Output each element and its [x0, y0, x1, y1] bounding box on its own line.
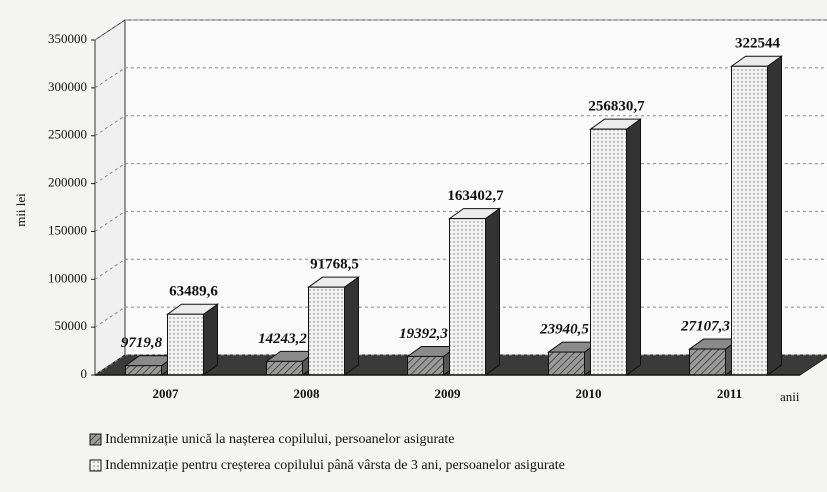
bar [687, 338, 742, 376]
bar [165, 303, 220, 376]
value-label: 322544 [735, 36, 781, 52]
legend-swatch [89, 433, 102, 446]
bar-front [407, 355, 444, 376]
bar-side [203, 303, 218, 376]
legend-swatch [89, 459, 102, 472]
x-tick-label: 2011 [717, 386, 742, 401]
value-label: 91768,5 [310, 257, 359, 273]
side-wall [94, 19, 126, 376]
bar [588, 118, 643, 376]
grid-line [94, 19, 827, 41]
value-label: 9719,8 [121, 335, 163, 351]
value-label: 23940,5 [539, 322, 589, 338]
y-tick-label: 350000 [48, 31, 87, 46]
x-axis-label: anii [780, 389, 800, 404]
bar-front [266, 360, 303, 376]
value-label: 19392,3 [399, 326, 448, 342]
y-tick-label: 100000 [48, 270, 87, 285]
legend-label: Indemnizație unică la nașterea copilului… [105, 432, 454, 447]
bar-front [125, 365, 162, 376]
bar-side [485, 207, 500, 376]
y-tick-label: 300000 [48, 79, 87, 94]
bar [729, 55, 784, 376]
bar-front [548, 351, 585, 376]
bar-side [626, 118, 641, 376]
bar-side [344, 276, 359, 376]
y-axis-label: mii lei [13, 193, 28, 227]
value-label: 27107,3 [680, 318, 730, 334]
bar [447, 207, 502, 376]
y-tick-label: 150000 [48, 222, 87, 237]
bar-front [167, 313, 204, 376]
y-tick-label: 200000 [48, 175, 87, 190]
y-tick-label: 0 [81, 366, 88, 381]
grid-line [94, 115, 827, 137]
bar-front [731, 65, 768, 376]
bar [306, 276, 361, 376]
y-tick-label: 250000 [48, 127, 87, 142]
grid-line [94, 67, 827, 89]
x-tick-label: 2007 [153, 386, 180, 401]
bar-front [689, 348, 726, 376]
x-tick-label: 2008 [294, 386, 321, 401]
y-tick-label: 50000 [55, 318, 88, 333]
x-tick-label: 2009 [435, 386, 462, 401]
legend-label: Indemnizație pentru creșterea copilului … [105, 458, 565, 473]
x-tick-label: 2010 [576, 386, 602, 401]
value-label: 14243,2 [258, 331, 307, 347]
bar-front [449, 218, 486, 376]
value-label: 63489,6 [169, 284, 218, 300]
bar-front [590, 128, 627, 376]
bar-front [308, 286, 345, 376]
bar-side [767, 55, 782, 376]
value-label: 163402,7 [447, 188, 504, 204]
value-label: 256830,7 [588, 99, 645, 115]
